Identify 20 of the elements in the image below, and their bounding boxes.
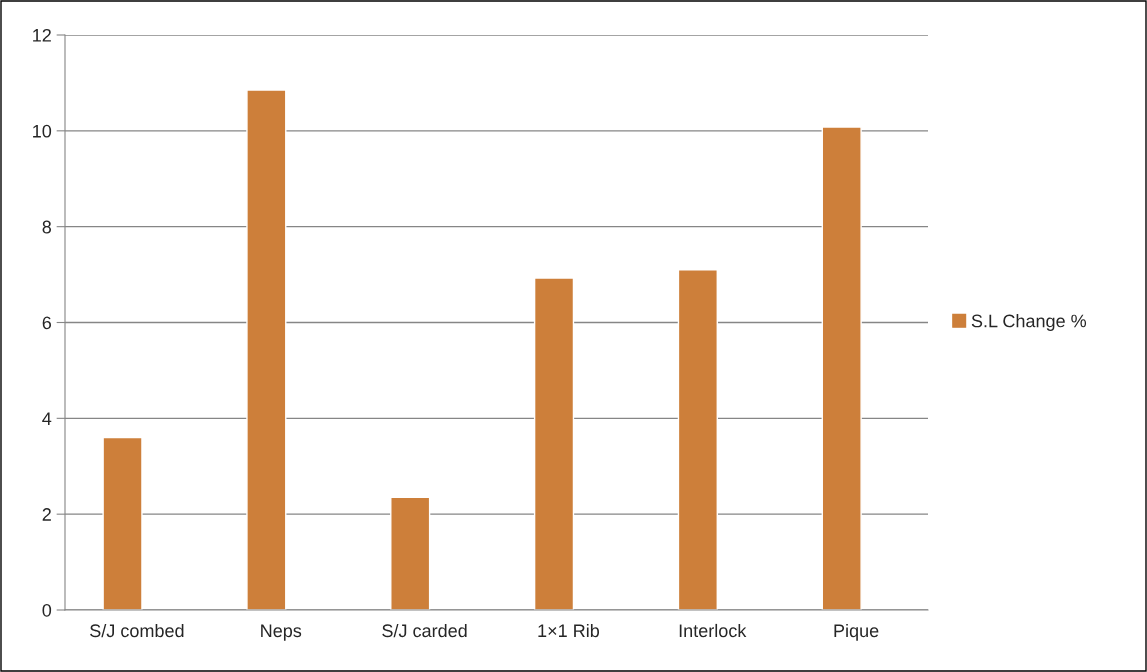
x-tick-label: Interlock bbox=[679, 623, 747, 638]
y-tick-label: 2 bbox=[42, 508, 51, 521]
y-tick-label: 4 bbox=[42, 412, 52, 425]
bar bbox=[390, 496, 431, 610]
x-tick-label: S/J carded bbox=[382, 623, 467, 638]
bar bbox=[821, 126, 862, 610]
y-tick-label: 8 bbox=[42, 220, 52, 234]
y-tick-label: 0 bbox=[42, 603, 52, 617]
legend-label: S.L Change % bbox=[971, 314, 1087, 331]
bar bbox=[533, 277, 575, 610]
y-tick-label: 12 bbox=[33, 28, 51, 42]
x-tick-label: S/J combed bbox=[90, 623, 184, 638]
x-tick-label: Neps bbox=[261, 624, 302, 641]
bar bbox=[246, 89, 287, 610]
x-tick-label: 1×1 Rib bbox=[538, 623, 600, 638]
bar bbox=[677, 269, 718, 610]
y-tick-label: 6 bbox=[42, 316, 52, 330]
y-tick-label: 10 bbox=[33, 124, 52, 138]
bar bbox=[102, 436, 143, 610]
x-tick-label: Pique bbox=[834, 623, 879, 641]
